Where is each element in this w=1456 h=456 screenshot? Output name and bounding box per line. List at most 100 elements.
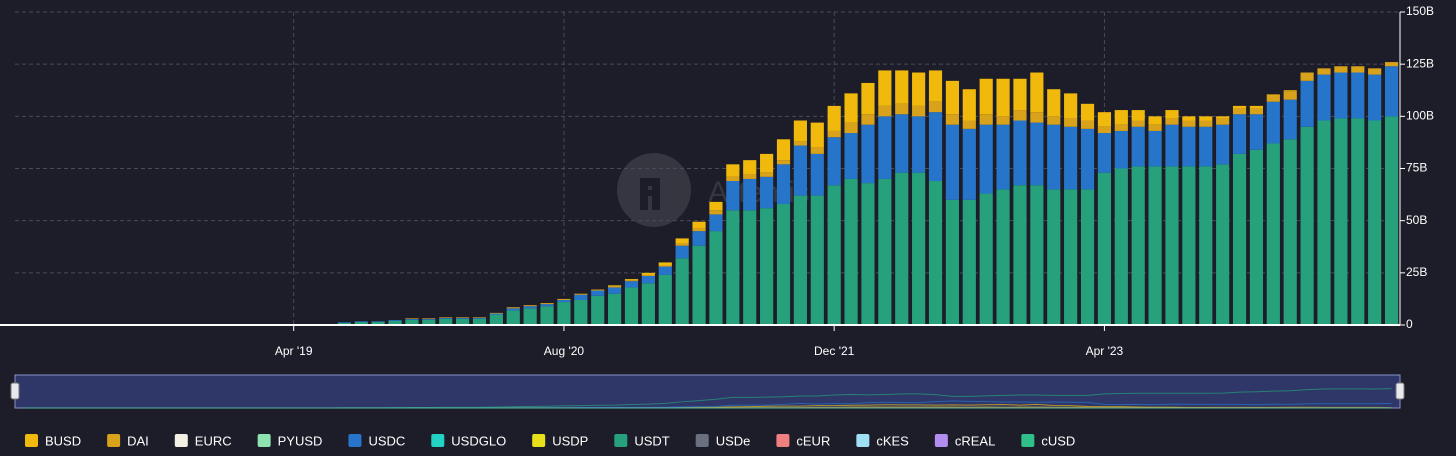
bar-segment bbox=[945, 124, 959, 200]
bar-segment bbox=[658, 265, 672, 267]
bar-segment bbox=[743, 174, 757, 179]
legend-swatch bbox=[695, 434, 709, 447]
bar-segment bbox=[1047, 124, 1061, 190]
bar-segment bbox=[895, 114, 909, 173]
bar-segment bbox=[827, 105, 841, 131]
x-tick-label: Aug '20 bbox=[544, 344, 585, 358]
bar-segment bbox=[827, 137, 841, 186]
bar-segment bbox=[996, 189, 1010, 325]
bar-segment bbox=[388, 319, 402, 321]
legend-label: USDGLO bbox=[451, 433, 506, 448]
navigator bbox=[14, 374, 1401, 409]
bar-segment bbox=[810, 122, 824, 148]
bar-segment bbox=[1064, 93, 1078, 119]
bar-segment bbox=[388, 320, 402, 325]
bar-segment bbox=[1199, 166, 1213, 325]
bar-segment bbox=[1232, 107, 1247, 115]
bar-segment bbox=[895, 172, 909, 325]
bar-segment bbox=[996, 116, 1010, 125]
bar-segment bbox=[1064, 126, 1078, 190]
bar-segment bbox=[895, 70, 909, 104]
bar-segment bbox=[979, 193, 993, 325]
bar-segment bbox=[1266, 94, 1280, 96]
legend-label: USDP bbox=[552, 433, 588, 448]
navigator-handle bbox=[1395, 382, 1405, 400]
bar-segment bbox=[1334, 72, 1348, 119]
bar-segment bbox=[1283, 99, 1297, 140]
bar-segment bbox=[1368, 74, 1382, 121]
bar-segment bbox=[1317, 68, 1331, 75]
bar-segment bbox=[726, 176, 740, 182]
legend-label: DAI bbox=[127, 433, 149, 448]
bar-segment bbox=[1114, 110, 1128, 125]
bar-segment bbox=[1199, 116, 1213, 121]
bar-segment bbox=[1047, 189, 1061, 325]
x-tick-label: Dec '21 bbox=[814, 344, 855, 358]
bar-segment bbox=[743, 178, 757, 211]
bar-segment bbox=[1216, 164, 1230, 325]
legend-swatch bbox=[431, 434, 445, 447]
bar-segment bbox=[675, 258, 689, 325]
legend-swatch bbox=[532, 434, 546, 447]
bar-segment bbox=[456, 317, 470, 319]
bar-segment bbox=[810, 147, 824, 154]
bar-segment bbox=[844, 133, 858, 179]
bar-segment bbox=[1300, 126, 1314, 326]
bar-segment bbox=[1080, 103, 1095, 121]
bar-segment bbox=[1283, 90, 1297, 92]
bar-segment bbox=[608, 287, 622, 294]
bar-segment bbox=[506, 307, 520, 309]
bar-segment bbox=[675, 238, 689, 244]
bar-segment bbox=[641, 283, 655, 325]
bar-segment bbox=[354, 321, 368, 322]
bar-segment bbox=[1131, 166, 1145, 325]
bar-segment bbox=[1131, 126, 1145, 167]
bar-segment bbox=[726, 181, 740, 211]
bar-segment bbox=[760, 153, 774, 173]
bar-segment bbox=[912, 72, 926, 106]
bar-segment bbox=[861, 124, 875, 184]
bar-segment bbox=[489, 314, 503, 325]
bar-segment bbox=[776, 203, 791, 325]
bar-segment bbox=[827, 130, 841, 138]
bar-segment bbox=[574, 294, 588, 300]
bar-segment bbox=[743, 160, 757, 175]
bar-segment bbox=[979, 124, 993, 194]
bar-segment bbox=[472, 318, 487, 325]
bar-segment bbox=[405, 318, 419, 319]
bar-segment bbox=[1047, 116, 1061, 125]
bar-segment bbox=[1114, 168, 1128, 325]
bar-segment bbox=[1114, 130, 1128, 169]
bar-segment bbox=[996, 124, 1010, 190]
bar-segment bbox=[709, 214, 723, 232]
bar-segment bbox=[337, 322, 351, 323]
bar-segment bbox=[371, 321, 385, 325]
bar-segment bbox=[608, 285, 622, 287]
bar-segment bbox=[489, 312, 503, 314]
bar-segment bbox=[658, 274, 672, 325]
y-tick-label: 100B bbox=[1406, 109, 1434, 123]
y-tick-label: 125B bbox=[1406, 56, 1434, 70]
bar-segment bbox=[1232, 114, 1247, 154]
bar-segment bbox=[574, 299, 588, 325]
legend-swatch bbox=[174, 434, 188, 447]
bar-segment bbox=[1131, 110, 1145, 121]
bar-segment bbox=[1165, 124, 1179, 167]
bar-segment bbox=[1182, 120, 1196, 127]
bar-segment bbox=[591, 289, 605, 291]
legend-label: cKES bbox=[876, 433, 909, 448]
bar-segment bbox=[709, 201, 723, 211]
bar-segment bbox=[1165, 118, 1179, 125]
bar-segment bbox=[1368, 120, 1382, 325]
bar-segment bbox=[1283, 139, 1297, 325]
bar-segment bbox=[878, 116, 892, 179]
bar-segment bbox=[1080, 128, 1095, 190]
bar-segment bbox=[658, 266, 672, 275]
y-tick-label: 50B bbox=[1406, 213, 1427, 227]
bar-segment bbox=[540, 303, 554, 305]
bar-segment bbox=[1182, 166, 1196, 325]
bar-segment bbox=[405, 318, 419, 320]
bar-segment bbox=[1317, 120, 1331, 325]
legend-label: BUSD bbox=[45, 433, 81, 448]
bar-segment bbox=[1232, 153, 1247, 325]
